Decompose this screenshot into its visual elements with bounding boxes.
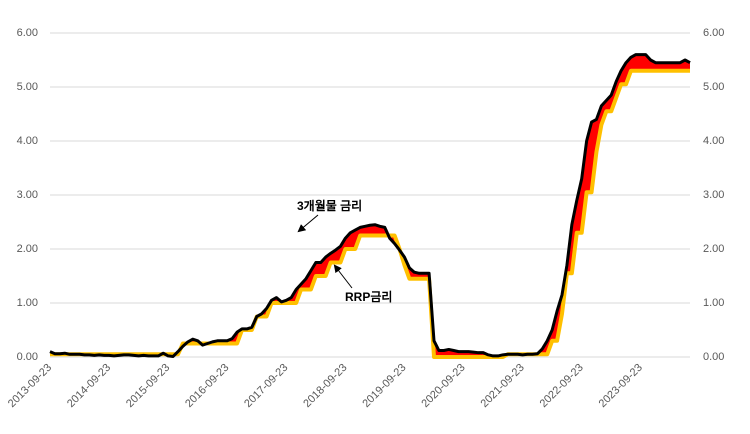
y2-tick-label: 3.00 — [703, 189, 724, 201]
spread-fill — [50, 54, 690, 357]
x-tick-label: 2020-09-23 — [419, 362, 467, 410]
y-tick-label: 3.00 — [17, 189, 38, 201]
y-tick-label: 6.00 — [17, 27, 38, 39]
y-tick-label: 0.00 — [17, 351, 38, 363]
x-tick-label: 2017-09-23 — [242, 362, 290, 410]
y-tick-label: 4.00 — [17, 135, 38, 147]
annotation-3m: 3개월물 금리 — [297, 198, 362, 213]
x-tick-label: 2013-09-23 — [6, 362, 54, 410]
x-tick-label: 2021-09-23 — [479, 362, 527, 410]
arrow — [333, 264, 353, 289]
y2-tick-label: 5.00 — [703, 81, 724, 93]
x-tick-label: 2014-09-23 — [65, 362, 113, 410]
y2-tick-label: 2.00 — [703, 243, 724, 255]
arrow — [297, 214, 319, 233]
y2-tick-label: 6.00 — [703, 27, 724, 39]
x-tick-label: 2022-09-23 — [538, 362, 586, 410]
y2-tick-label: 1.00 — [703, 297, 724, 309]
series-line — [49, 53, 691, 358]
y-tick-label: 5.00 — [17, 81, 38, 93]
series-line — [50, 68, 690, 359]
y2-tick-label: 4.00 — [703, 135, 724, 147]
x-tick-label: 2023-09-23 — [597, 362, 645, 410]
x-tick-label: 2018-09-23 — [301, 362, 349, 410]
y-tick-label: 1.00 — [17, 297, 38, 309]
x-tick-label: 2019-09-23 — [360, 362, 408, 410]
x-tick-label: 2016-09-23 — [183, 362, 231, 410]
y-tick-label: 2.00 — [17, 243, 38, 255]
annotation-rrp: RRP금리 — [345, 289, 392, 304]
x-tick-label: 2015-09-23 — [124, 362, 172, 410]
y2-tick-label: 0.00 — [703, 351, 724, 363]
